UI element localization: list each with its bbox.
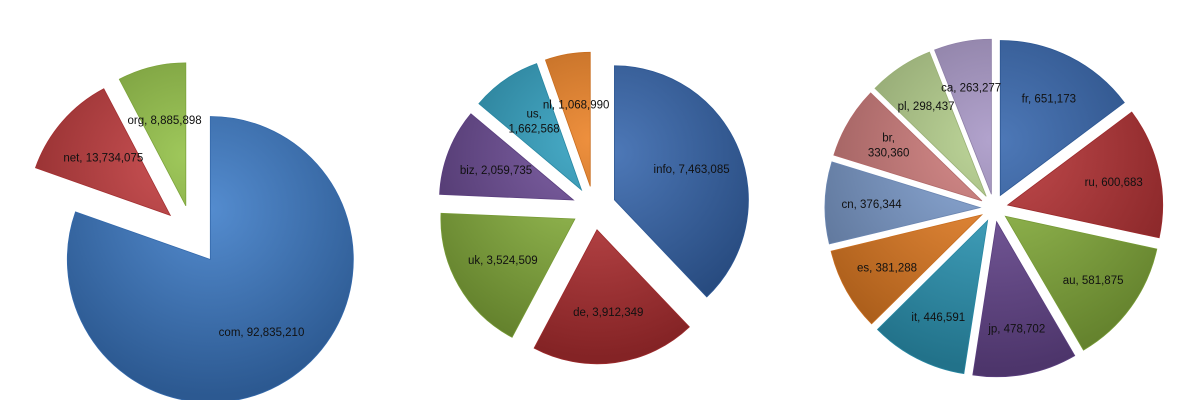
slice-label-fr: fr, 651,173 bbox=[1022, 93, 1076, 105]
slice-label-biz: biz, 2,059,735 bbox=[460, 165, 532, 177]
slice-label-cn: cn, 376,344 bbox=[842, 199, 903, 211]
slice-label-jp: jp, 478,702 bbox=[987, 323, 1045, 335]
pie-slice-ru bbox=[1006, 111, 1164, 239]
pie-slice-biz bbox=[439, 113, 575, 201]
pie-slice-us bbox=[478, 63, 583, 192]
pie-chart-mid-domains: info, 7,463,085 de, 3,912,349 uk, 3,524,50… bbox=[390, 0, 790, 400]
pie-chart-cctld-svg: fr, 651,173 ru, 600,683 au, 581,875 jp, 478… bbox=[824, 38, 1164, 378]
slice-label-it: it, 446,591 bbox=[911, 312, 965, 324]
pie-slice-es bbox=[830, 214, 984, 325]
pie-slice-pl bbox=[874, 51, 987, 197]
pie-slice-jp bbox=[972, 220, 1076, 378]
pie-slice-uk bbox=[440, 212, 576, 338]
slice-label-nl: nl, 1,068,990 bbox=[543, 99, 610, 111]
pie-slice-info bbox=[614, 65, 749, 298]
pie-chart-cctld: fr, 651,173 ru, 600,683 au, 581,875 jp, 478… bbox=[800, 0, 1200, 400]
slice-label-pl: pl, 298,437 bbox=[898, 101, 955, 113]
slice-label-ru: ru, 600,683 bbox=[1085, 177, 1143, 189]
slice-label-net: net, 13,734,075 bbox=[63, 152, 143, 164]
pie-slice-it bbox=[876, 219, 989, 375]
pie-chart-gtld: com, 92,835,210 net, 13,734,075 org, 8,885… bbox=[0, 0, 380, 400]
pie-chart-gtld-svg: com, 92,835,210 net, 13,734,075 org, 8,885… bbox=[34, 62, 354, 400]
slice-label-ca: ca, 263,277 bbox=[941, 83, 1001, 95]
pie-slice-au bbox=[1004, 215, 1158, 351]
pie-slice-br bbox=[833, 92, 983, 202]
pie-slice-com bbox=[66, 116, 354, 400]
slice-label-au: au, 581,875 bbox=[1063, 275, 1124, 287]
slice-label-uk: uk, 3,524,509 bbox=[468, 255, 538, 267]
pie-slice-nl bbox=[544, 51, 591, 187]
pie-chart-mid-domains-svg: info, 7,463,085 de, 3,912,349 uk, 3,524,50… bbox=[439, 51, 749, 365]
slice-label-de: de, 3,912,349 bbox=[573, 307, 643, 319]
slice-label-com: com, 92,835,210 bbox=[219, 327, 305, 339]
slice-label-br: br, 330,360 bbox=[868, 133, 910, 160]
pie-slice-fr bbox=[999, 40, 1125, 197]
pie-slice-de bbox=[533, 229, 690, 365]
pie-slice-org bbox=[118, 62, 187, 207]
pie-slice-cn bbox=[824, 161, 982, 245]
pie-slice-ca bbox=[934, 38, 992, 195]
pie-slice-net bbox=[34, 88, 172, 217]
slice-label-us: us, 1,662,568 bbox=[509, 109, 560, 136]
slice-label-org: org, 8,885,898 bbox=[128, 115, 202, 127]
slice-label-es: es, 381,288 bbox=[857, 263, 917, 275]
slice-label-info: info, 7,463,085 bbox=[654, 164, 730, 176]
